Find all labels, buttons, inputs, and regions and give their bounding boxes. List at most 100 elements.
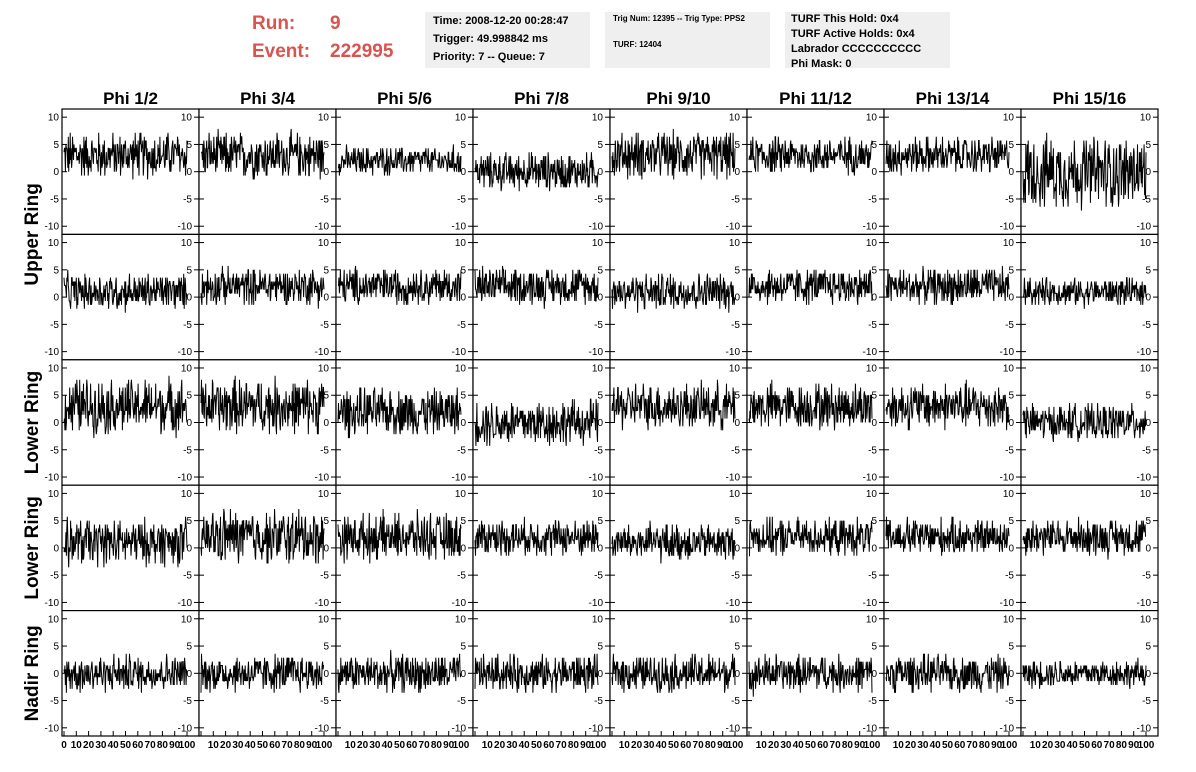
x-tick-label: 50: [257, 740, 269, 751]
trace-r2-c2: [200, 265, 325, 309]
y-tick-label-right: -5: [183, 571, 192, 582]
row-label-1: Upper Ring: [22, 183, 43, 285]
y-tick-label-right: 10: [455, 489, 467, 500]
trace-r3-c1: [63, 375, 188, 439]
y-tick-label-right: -5: [457, 320, 466, 331]
y-tick-label-right: -10: [726, 598, 741, 609]
trace-r4-c8: [1022, 516, 1146, 560]
y-tick-label-right: 0: [734, 167, 740, 178]
x-tick-label: 40: [793, 740, 805, 751]
y-tick-label-right: 10: [1140, 489, 1152, 500]
trace-r1-c4: [474, 152, 599, 192]
x-tick-label: 100: [727, 740, 744, 751]
y-tick-label-right: 5: [186, 265, 192, 276]
y-tick-label-right: -5: [183, 445, 192, 456]
y-tick-label-right: 10: [1140, 113, 1152, 124]
y-tick-label-right: 0: [597, 293, 603, 304]
y-tick-label-right: 5: [597, 391, 603, 402]
y-tick-label-right: 0: [597, 669, 603, 680]
trace-r5-c2: [200, 653, 324, 693]
y-tick-label-right: -5: [1005, 194, 1014, 205]
y-tick-label-right: 5: [460, 642, 466, 653]
y-tick-label-right: -10: [178, 222, 193, 233]
y-tick-label-right: -5: [1005, 445, 1014, 456]
x-tick-label: 90: [306, 740, 318, 751]
x-tick-label: 10: [619, 740, 631, 751]
y-tick-label-right: -5: [183, 696, 192, 707]
trace-r4-c1: [63, 516, 188, 568]
y-tick-label-right: 10: [1003, 238, 1015, 249]
y-tick-label-right: 0: [597, 167, 603, 178]
y-tick-label-right: -10: [1137, 347, 1152, 358]
x-tick-label: 10: [482, 740, 494, 751]
x-tick-label: 20: [1042, 740, 1054, 751]
x-tick-label: 100: [316, 740, 333, 751]
y-tick-label-right: 10: [866, 238, 878, 249]
y-tick-label-right: 10: [455, 363, 467, 374]
y-tick-label-right: -5: [868, 571, 877, 582]
y-tick-label-right: 5: [460, 516, 466, 527]
y-tick-label-right: -5: [731, 320, 740, 331]
x-tick-label: 70: [693, 740, 705, 751]
y-tick-label-left: 10: [48, 238, 60, 249]
event-value: 222995: [330, 41, 394, 62]
x-tick-label: 80: [157, 740, 169, 751]
y-tick-label-left: -10: [45, 347, 60, 358]
y-tick-label-right: 0: [460, 543, 466, 554]
trace-r3-c8: [1022, 402, 1147, 443]
run-label: Run:: [252, 13, 296, 34]
y-tick-label-left: 5: [53, 265, 59, 276]
labrador-line: Labrador CCCCCCCCCC: [791, 43, 922, 55]
y-tick-label-right: 0: [1008, 167, 1014, 178]
panel-r3-c6: [746, 359, 885, 486]
trace-r1-c1: [63, 132, 188, 180]
x-tick-label: 10: [893, 740, 905, 751]
y-tick-label-right: -10: [589, 222, 604, 233]
y-tick-label-right: 5: [734, 391, 740, 402]
y-tick-label-left: 0: [53, 418, 59, 429]
y-tick-label-right: 0: [734, 669, 740, 680]
y-tick-label-right: -5: [868, 320, 877, 331]
y-tick-label-right: 0: [323, 669, 329, 680]
y-tick-label-right: 10: [729, 238, 741, 249]
phi-mask-line: Phi Mask: 0: [791, 58, 852, 70]
trace-r5-c5: [611, 653, 736, 693]
y-tick-label-right: -10: [315, 222, 330, 233]
x-tick-label: 70: [282, 740, 294, 751]
run-row: Run: 9: [252, 10, 393, 38]
x-tick-label: 20: [494, 740, 506, 751]
x-tick-label: 90: [991, 740, 1003, 751]
turf-this-hold-line: TURF This Hold: 0x4: [791, 13, 899, 25]
x-tick-label: 30: [780, 740, 792, 751]
x-tick-label: 60: [1091, 740, 1103, 751]
y-tick-label-right: -5: [868, 445, 877, 456]
y-tick-label-right: 10: [1140, 238, 1152, 249]
y-tick-label-right: 10: [181, 614, 193, 625]
y-tick-label-right: 0: [186, 418, 192, 429]
y-tick-label-right: 0: [186, 543, 192, 554]
x-tick-label: 50: [668, 740, 680, 751]
y-tick-label-right: -5: [1142, 194, 1151, 205]
y-tick-label-right: 5: [1145, 140, 1151, 151]
trace-r5-c7: [885, 653, 1010, 693]
trace-r2-c7: [885, 265, 1010, 305]
y-tick-label-right: 5: [186, 140, 192, 151]
panel-r1-c7: [883, 108, 1022, 236]
y-tick-label-right: 10: [592, 113, 604, 124]
trace-r4-c2: [200, 508, 325, 564]
y-tick-label-right: 10: [181, 113, 193, 124]
y-tick-label-right: 5: [734, 516, 740, 527]
x-tick-label: 30: [506, 740, 518, 751]
y-tick-label-right: -5: [868, 696, 877, 707]
y-tick-label-right: -5: [1005, 320, 1014, 331]
y-tick-label-right: 5: [734, 642, 740, 653]
y-tick-label-right: 5: [734, 265, 740, 276]
y-tick-label-right: 10: [318, 363, 330, 374]
y-tick-label-right: -5: [320, 571, 329, 582]
x-tick-label: 70: [830, 740, 842, 751]
panel-r4-c7: [883, 484, 1022, 612]
x-tick-label: 40: [1067, 740, 1079, 751]
x-tick-label: 100: [179, 740, 196, 751]
y-tick-label-left: 0: [53, 669, 59, 680]
y-tick-label-left: 5: [53, 391, 59, 402]
